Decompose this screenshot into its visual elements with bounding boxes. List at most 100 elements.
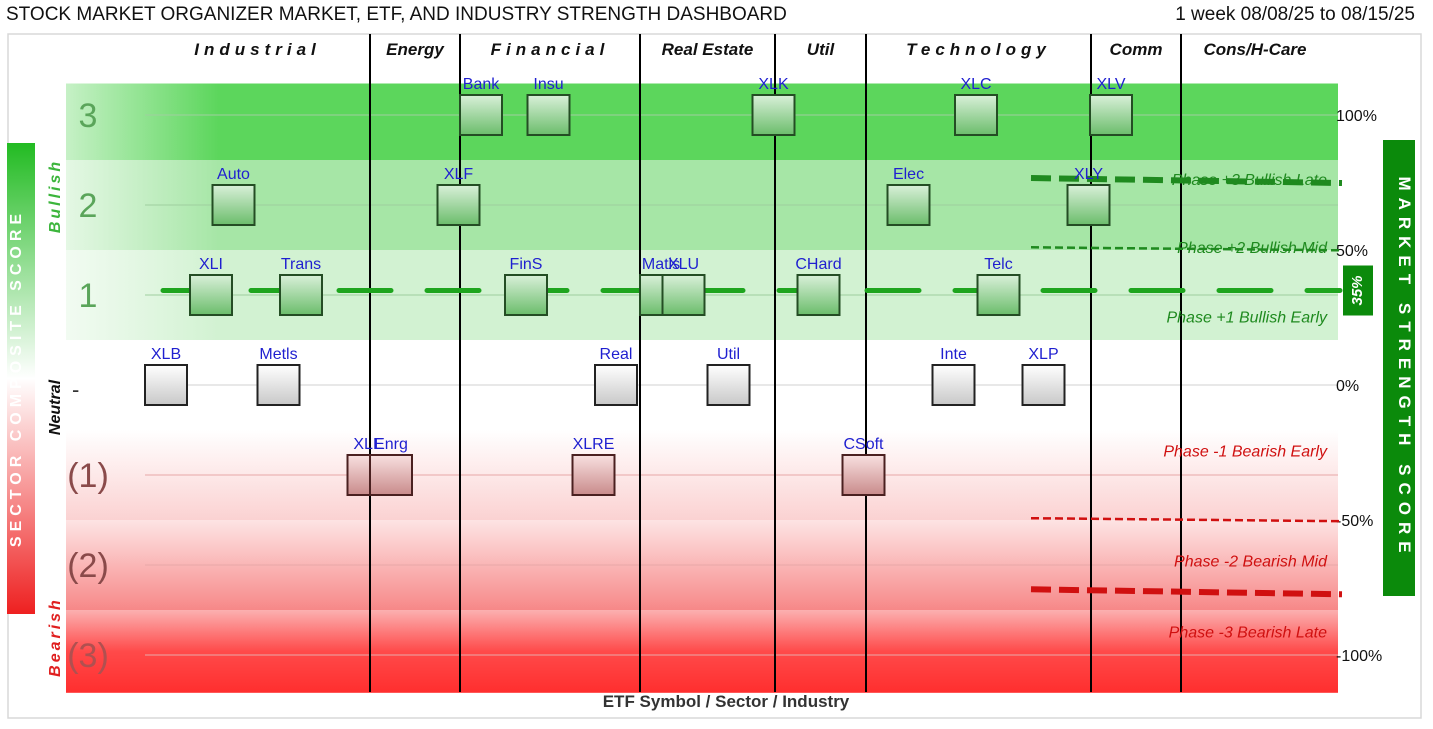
phase-guide-line — [1030, 246, 1343, 252]
sector-header-cons-h-care: Cons/H-Care — [1204, 40, 1307, 59]
etf-box-xlk — [751, 94, 796, 136]
phase-guide-line — [1030, 175, 1343, 186]
page-title: STOCK MARKET ORGANIZER MARKET, ETF, AND … — [6, 4, 787, 25]
etf-label-xlv: XLV — [1096, 76, 1125, 93]
etf-label-metls: Metls — [259, 346, 297, 363]
etf-box-insu — [526, 94, 571, 136]
etf-label-xlu: XLU — [668, 256, 699, 273]
x-axis-label: ETF Symbol / Sector / Industry — [603, 692, 850, 711]
etf-box-fins — [504, 274, 548, 316]
etf-label-auto: Auto — [217, 166, 250, 183]
etf-label-enrg: Enrg — [374, 436, 408, 453]
etf-label-xlk: XLK — [758, 76, 789, 93]
etf-box-chard — [796, 274, 841, 316]
etf-label-fins: FinS — [510, 256, 543, 273]
phase-guide-line — [1030, 586, 1343, 598]
phase-label: Phase -2 Bearish Mid — [1174, 553, 1328, 570]
etf-box-util — [706, 364, 751, 406]
sector-headers: Industrial Energy Financial Real Estate Util… — [194, 40, 1306, 59]
right-axis: 100% 50% 0% -50% -100% — [1336, 108, 1382, 665]
etf-box-inte — [931, 364, 976, 406]
etf-label-xlc: XLC — [960, 76, 991, 93]
left-axis: 3 2 1 - (1) (2) (3) — [67, 97, 109, 675]
phase-label: Phase +2 Bullish Mid — [1177, 240, 1328, 257]
etf-label-elec: Elec — [893, 166, 924, 183]
sector-header-technology: Technology — [906, 40, 1051, 59]
phase-label: Phase +1 Bullish Early — [1166, 310, 1328, 327]
sector-score-bar — [7, 143, 35, 614]
right-tick-label: -100% — [1336, 648, 1382, 665]
phase-label: Phase -3 Bearish Late — [1169, 625, 1327, 642]
etf-label-real: Real — [600, 346, 633, 363]
etf-label-csoft: CSoft — [843, 436, 884, 453]
etf-box-elec — [886, 184, 931, 226]
etf-label-xlb: XLB — [151, 346, 181, 363]
phase-label: Phase -1 Bearish Early — [1163, 444, 1328, 461]
etf-box-telc — [976, 274, 1021, 316]
etf-label-xlp: XLP — [1028, 346, 1058, 363]
etf-box-xlp — [1021, 364, 1066, 406]
etf-label-xlf: XLF — [444, 166, 474, 183]
band-bearish-3 — [66, 610, 1338, 693]
etf-box-metls — [256, 364, 301, 406]
sector-header-industrial: Industrial — [194, 40, 321, 59]
right-tick-label: 50% — [1336, 243, 1368, 260]
etf-label-insu: Insu — [533, 76, 563, 93]
right-tick-label: -50% — [1336, 513, 1373, 530]
etf-label-xly: XLY — [1074, 166, 1103, 183]
etf-label-trans: Trans — [281, 256, 321, 273]
band-bullish-3 — [66, 83, 1338, 160]
zone-label-neutral: Neutral — [47, 379, 64, 435]
etf-label-inte: Inte — [940, 346, 967, 363]
etf-label-util: Util — [717, 346, 740, 363]
etf-box-trans — [279, 274, 323, 316]
etf-box-xlb — [144, 364, 188, 406]
left-tick-label: 2 — [79, 187, 98, 225]
etf-box-xlre — [571, 454, 616, 496]
zone-labels: Bullish Neutral Bearish — [47, 159, 64, 677]
etf-box-csoft — [841, 454, 886, 496]
left-tick-label: (2) — [67, 547, 109, 585]
etf-label-telc: Telc — [984, 256, 1012, 273]
etf-label-matls: Matls — [642, 256, 680, 273]
etf-box-enrg — [369, 454, 413, 496]
market-strength-bar — [1383, 140, 1415, 596]
etf-box-xlu — [661, 274, 706, 316]
sector-header-energy: Energy — [386, 40, 445, 59]
etf-box-bank — [459, 94, 503, 136]
phase-guide-line — [1030, 516, 1343, 523]
etf-box-auto — [211, 184, 256, 226]
etf-label-chard: CHard — [795, 256, 841, 273]
sector-score-label: SECTOR COMPOSITE SCORE — [8, 209, 25, 547]
sector-header-comm: Comm — [1110, 40, 1163, 59]
right-tick-label: 100% — [1336, 108, 1377, 125]
sector-header-util: Util — [807, 40, 836, 59]
etf-label-xle: XLE — [353, 436, 383, 453]
left-tick-label: 3 — [79, 97, 98, 135]
phase-labels: Phase +3 Bullish Late Phase +2 Bullish Mi… — [1163, 172, 1328, 642]
etf-box-xli — [189, 274, 233, 316]
etf-box-xlc — [954, 94, 998, 136]
market-strength-label: MARKET STRENGTH SCORE — [1395, 176, 1414, 559]
market-strength-badge — [1343, 265, 1373, 316]
market-strength-value: 35% — [1349, 275, 1366, 305]
left-tick-label: 1 — [79, 277, 98, 315]
phase-lines — [1030, 175, 1343, 598]
etf-label-bank: Bank — [463, 76, 500, 93]
right-tick-label: 0% — [1336, 378, 1359, 395]
zone-label-bullish: Bullish — [47, 159, 64, 233]
date-range: 1 week 08/08/25 to 08/15/25 — [1175, 4, 1415, 25]
left-tick-label: (3) — [67, 637, 109, 675]
left-tick-label: (1) — [67, 457, 109, 495]
etf-label-xli: XLI — [199, 256, 223, 273]
zone-label-bearish: Bearish — [47, 597, 64, 677]
sector-header-real-estate: Real Estate — [662, 40, 754, 59]
etf-box-xlf — [436, 184, 481, 226]
etf-box-real — [594, 364, 638, 406]
etf-box-xly — [1066, 184, 1111, 226]
etf-box-xlv — [1089, 94, 1133, 136]
etf-label-xlre: XLRE — [573, 436, 615, 453]
sector-dividers — [369, 34, 1182, 692]
